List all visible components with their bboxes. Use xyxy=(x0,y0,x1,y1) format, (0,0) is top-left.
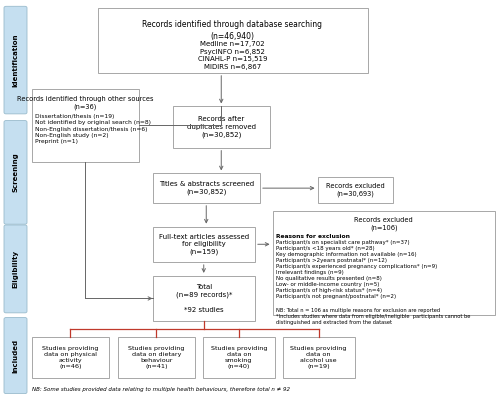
Text: Studies providing
data on physical
activity
(n=46): Studies providing data on physical activ… xyxy=(42,346,98,369)
FancyBboxPatch shape xyxy=(32,89,139,162)
FancyBboxPatch shape xyxy=(152,276,255,321)
FancyBboxPatch shape xyxy=(98,8,368,73)
FancyBboxPatch shape xyxy=(318,177,392,203)
FancyBboxPatch shape xyxy=(172,106,270,148)
FancyBboxPatch shape xyxy=(202,337,275,378)
Text: Medline n=17,702
PsycINFO n=6,852
CINAHL-P n=15,519
MIDIRS n=6,867: Medline n=17,702 PsycINFO n=6,852 CINAHL… xyxy=(198,41,267,70)
Text: Titles & abstracts screened
(n=30,852): Titles & abstracts screened (n=30,852) xyxy=(158,181,254,195)
Text: Identification: Identification xyxy=(12,33,18,87)
Text: Records after
duplicates removed
(n=30,852): Records after duplicates removed (n=30,8… xyxy=(187,116,256,138)
FancyBboxPatch shape xyxy=(272,211,495,315)
Text: Total
(n=89 records)*: Total (n=89 records)* xyxy=(176,284,232,298)
Text: NB: Some studies provided data relating to multiple health behaviours, therefore: NB: Some studies provided data relating … xyxy=(32,387,290,392)
Text: Eligibility: Eligibility xyxy=(12,250,18,288)
FancyBboxPatch shape xyxy=(4,225,27,313)
Text: Full-text articles assessed
for eligibility
(n=159): Full-text articles assessed for eligibil… xyxy=(158,234,249,255)
FancyBboxPatch shape xyxy=(118,337,195,378)
Text: Dissertation/thesis (n=19)
Not identified by original search (n=8)
Non-English d: Dissertation/thesis (n=19) Not identifie… xyxy=(35,114,151,144)
FancyBboxPatch shape xyxy=(4,121,27,224)
Text: Participant/s on specialist care pathway* (n=37)
Participant/s <18 years old* (n: Participant/s on specialist care pathway… xyxy=(276,240,437,299)
Text: Records excluded
(n=30,693): Records excluded (n=30,693) xyxy=(326,183,384,197)
Text: Records excluded
(n=106): Records excluded (n=106) xyxy=(354,217,413,231)
FancyBboxPatch shape xyxy=(4,318,27,394)
FancyBboxPatch shape xyxy=(152,173,260,203)
FancyBboxPatch shape xyxy=(4,6,27,114)
Text: Records identified through other sources
(n=36): Records identified through other sources… xyxy=(17,96,154,110)
Text: Screening: Screening xyxy=(12,152,18,192)
Text: Studies providing
data on
alcohol use
(n=19): Studies providing data on alcohol use (n… xyxy=(290,346,347,369)
Text: Studies providing
data on dietary
behaviour
(n=41): Studies providing data on dietary behavi… xyxy=(128,346,184,369)
Text: NB: Total n = 106 as multiple reasons for exclusion are reported
*Includes studi: NB: Total n = 106 as multiple reasons fo… xyxy=(276,308,470,325)
FancyBboxPatch shape xyxy=(282,337,355,378)
Text: Studies providing
data on
smoking
(n=40): Studies providing data on smoking (n=40) xyxy=(210,346,267,369)
Text: Reasons for exclusion: Reasons for exclusion xyxy=(276,234,350,239)
Text: *92 studies: *92 studies xyxy=(184,307,224,313)
Text: Included: Included xyxy=(12,338,18,373)
Text: Records identified through database searching
(n=46,940): Records identified through database sear… xyxy=(142,20,322,41)
FancyBboxPatch shape xyxy=(32,337,109,378)
FancyBboxPatch shape xyxy=(152,227,255,262)
